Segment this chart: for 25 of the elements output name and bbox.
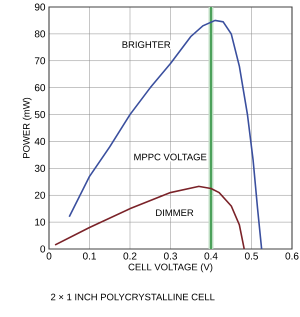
y-tick-label: 40 xyxy=(34,138,46,145)
y-tick-label: 30 xyxy=(34,164,46,172)
y-tick-label: 10 xyxy=(35,218,46,226)
x-axis-title: CELL VOLTAGE (V) xyxy=(128,263,212,272)
ref-line-label: MPPC VOLTAGE xyxy=(134,154,206,160)
x-tick-label: 0.4 xyxy=(204,252,218,260)
series-label: BRIGHTER xyxy=(122,41,170,48)
y-tick-label: 50 xyxy=(34,111,46,118)
y-tick-label: 70 xyxy=(34,57,46,64)
y-tick-label: 90 xyxy=(34,3,46,11)
x-tick-label: 0.3 xyxy=(164,252,177,260)
y-axis-title: POWER (mW) xyxy=(22,98,32,158)
x-tick-label: 0.6 xyxy=(285,252,298,260)
y-tick-label: 20 xyxy=(34,192,46,199)
series-label: DIMMER xyxy=(156,209,194,216)
y-tick-label: 0 xyxy=(40,245,46,253)
text: 2 × 1 INCH POLYCRYSTALLINE CELL xyxy=(50,294,215,300)
y-tick-label: 60 xyxy=(34,84,46,92)
line-series xyxy=(68,20,262,250)
x-tick-label: 0 xyxy=(46,252,52,260)
x-tick-label: 0.2 xyxy=(123,252,136,260)
y-tick-label: 80 xyxy=(34,30,46,38)
x-tick-label: 0.5 xyxy=(244,252,258,260)
x-tick-label: 0.1 xyxy=(82,252,96,260)
line-series xyxy=(54,186,246,250)
